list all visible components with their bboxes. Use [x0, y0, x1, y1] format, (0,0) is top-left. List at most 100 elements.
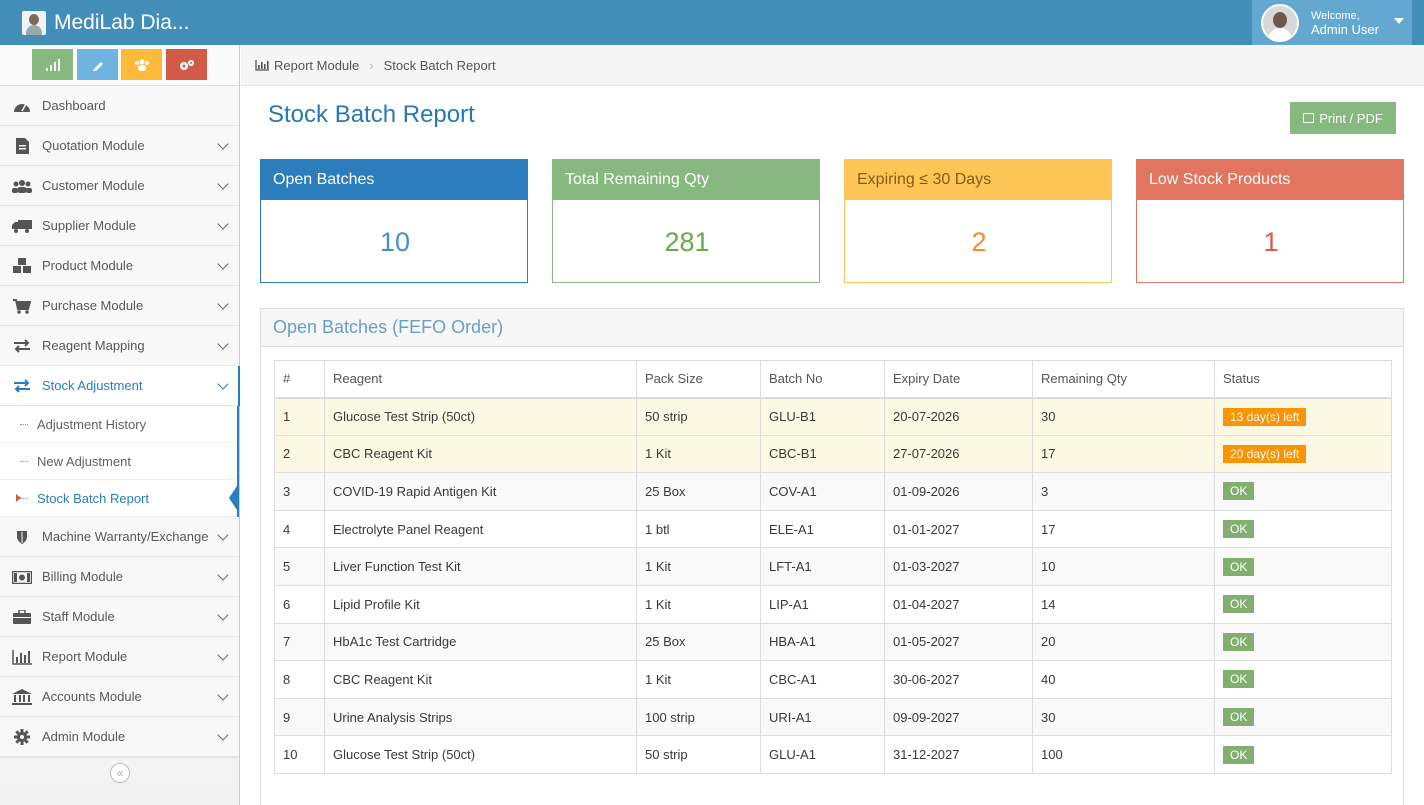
cell-no: 7	[274, 622, 325, 662]
user-menu[interactable]: Welcome, Admin User	[1252, 0, 1412, 45]
chevron-down-icon	[217, 178, 229, 190]
caret-down-icon	[1394, 18, 1404, 24]
cell-reagent: CBC Reagent Kit	[324, 660, 637, 699]
sidebar-subitem-label: New Adjustment	[37, 453, 131, 469]
sidebar-item-accounts[interactable]: Accounts Module	[0, 677, 239, 717]
cell-batch-no: LFT-A1	[760, 547, 885, 586]
cubes-icon	[12, 258, 32, 274]
sidebar-item-label: Supplier Module	[42, 218, 136, 233]
column-header-status[interactable]: Status	[1214, 360, 1392, 399]
cell-pack-size: 1 btl	[636, 509, 761, 549]
sidebar-subitem-label: Adjustment History	[37, 416, 147, 432]
sidebar-item-supplier[interactable]: Supplier Module	[0, 206, 239, 246]
panel-title: Open Batches (FEFO Order)	[261, 309, 1403, 347]
sidebar-item-admin[interactable]: Admin Module	[0, 717, 239, 757]
cell-pack-size: 25 Box	[636, 472, 761, 511]
column-header-reagent[interactable]: Reagent	[324, 360, 637, 399]
stock-adjustment-submenu: Adjustment History New Adjustment Stock …	[0, 406, 239, 517]
cell-pack-size: 1 Kit	[636, 547, 761, 586]
sidebar-item-purchase[interactable]: Purchase Module	[0, 286, 239, 326]
sidebar-item-label: Customer Module	[42, 178, 145, 193]
card-open-batches: Open Batches 10	[260, 159, 528, 283]
column-header-pack-size[interactable]: Pack Size	[636, 360, 761, 399]
cell-pack-size: 1 Kit	[636, 660, 761, 699]
chevron-down-icon	[217, 138, 229, 150]
cell-batch-no: URI-A1	[760, 697, 885, 737]
cell-pack-size: 50 strip	[636, 735, 761, 774]
cell-status: OK	[1214, 735, 1392, 774]
double-angle-left-icon[interactable]: «	[110, 763, 130, 783]
shortcut-button-settings[interactable]	[166, 49, 207, 80]
cell-expiry-date: 09-09-2027	[884, 697, 1033, 737]
card-title: Low Stock Products	[1137, 160, 1403, 200]
column-header-remaining-qty[interactable]: Remaining Qty	[1032, 360, 1215, 399]
shortcut-button-users[interactable]	[121, 49, 162, 80]
sidebar-subitem-stock-batch-report[interactable]: Stock Batch Report	[0, 480, 239, 517]
breadcrumb: Report Module › Stock Batch Report	[241, 45, 1424, 86]
pencil-icon	[92, 61, 103, 71]
breadcrumb-parent[interactable]: Report Module	[274, 57, 360, 73]
sidebar-item-customer[interactable]: Customer Module	[0, 166, 239, 206]
cell-batch-no: COV-A1	[760, 472, 885, 511]
chevron-down-icon	[217, 338, 229, 350]
sidebar-item-stock-adjustment[interactable]: Stock Adjustment	[0, 366, 240, 406]
cell-remaining-qty: 3	[1032, 472, 1215, 511]
chevron-down-icon	[217, 609, 229, 621]
sidebar-item-label: Quotation Module	[42, 138, 145, 153]
sidebar-subitem-adjustment-history[interactable]: Adjustment History	[0, 406, 237, 443]
sidebar-item-label: Product Module	[42, 258, 134, 273]
cell-status: OK	[1214, 472, 1392, 511]
file-icon	[12, 138, 32, 154]
exchange-icon	[12, 338, 32, 354]
cell-status: OK	[1214, 547, 1392, 586]
cell-reagent: COVID-19 Rapid Antigen Kit	[324, 472, 637, 511]
table-row: 1 Glucose Test Strip (50ct) 50 strip GLU-B1…	[274, 397, 1392, 436]
bar-chart-icon	[45, 58, 60, 71]
column-header-no[interactable]: #	[274, 360, 325, 399]
cell-status: OK	[1214, 660, 1392, 699]
brand-logo	[22, 11, 46, 35]
sidebar-item-machine-warranty[interactable]: Machine Warranty/Exchange	[0, 517, 239, 557]
card-title: Expiring ≤ 30 Days	[845, 160, 1111, 200]
column-header-batch-no[interactable]: Batch No	[760, 360, 885, 399]
card-title: Open Batches	[261, 160, 527, 200]
print-pdf-label: Print / PDF	[1319, 110, 1383, 126]
sidebar-subitem-new-adjustment[interactable]: New Adjustment	[0, 443, 237, 480]
shortcut-button-edit[interactable]	[77, 49, 118, 80]
brand[interactable]: MediLab Dia...	[22, 10, 189, 36]
bar-chart-icon	[255, 59, 269, 71]
navbar: MediLab Dia... Welcome, Admin User	[0, 0, 1424, 45]
shield-icon	[12, 529, 32, 545]
cell-remaining-qty: 100	[1032, 735, 1215, 774]
column-header-expiry-date[interactable]: Expiry Date	[884, 360, 1033, 399]
chevron-down-icon	[217, 258, 229, 270]
chevron-down-icon	[217, 218, 229, 230]
sidebar-item-report[interactable]: Report Module	[0, 637, 239, 677]
status-badge: OK	[1223, 595, 1255, 614]
card-low-stock-products: Low Stock Products 1	[1136, 159, 1404, 283]
print-pdf-button[interactable]: Print / PDF	[1290, 102, 1396, 134]
cell-pack-size: 1 Kit	[636, 584, 761, 624]
cell-expiry-date: 01-09-2026	[884, 472, 1033, 511]
cell-reagent: Glucose Test Strip (50ct)	[324, 397, 637, 436]
cell-pack-size: 100 strip	[636, 697, 761, 737]
card-value: 2	[971, 226, 987, 257]
chevron-down-icon	[217, 729, 229, 741]
card-expiring-30-days: Expiring ≤ 30 Days 2	[844, 159, 1112, 283]
sidebar-item-staff[interactable]: Staff Module	[0, 597, 239, 637]
users-icon	[134, 59, 149, 71]
sidebar-item-product[interactable]: Product Module	[0, 246, 239, 286]
cell-batch-no: ELE-A1	[760, 509, 885, 549]
sidebar-item-dashboard[interactable]: Dashboard	[0, 86, 239, 126]
sidebar-item-label: Dashboard	[42, 98, 106, 113]
table-row: 10 Glucose Test Strip (50ct) 50 strip GLU-A…	[274, 735, 1392, 774]
cell-expiry-date: 01-01-2027	[884, 509, 1033, 549]
print-icon	[1303, 113, 1315, 123]
sidebar-item-billing[interactable]: Billing Module	[0, 557, 239, 597]
cell-reagent: Urine Analysis Strips	[324, 697, 637, 737]
users-icon	[12, 178, 32, 194]
sidebar-item-quotation[interactable]: Quotation Module	[0, 126, 239, 166]
shortcut-button-stats[interactable]	[32, 49, 73, 80]
table-row: 7 HbA1c Test Cartridge 25 Box HBA-A1 01-05-2…	[274, 622, 1392, 662]
sidebar-item-reagent-mapping[interactable]: Reagent Mapping	[0, 326, 239, 366]
